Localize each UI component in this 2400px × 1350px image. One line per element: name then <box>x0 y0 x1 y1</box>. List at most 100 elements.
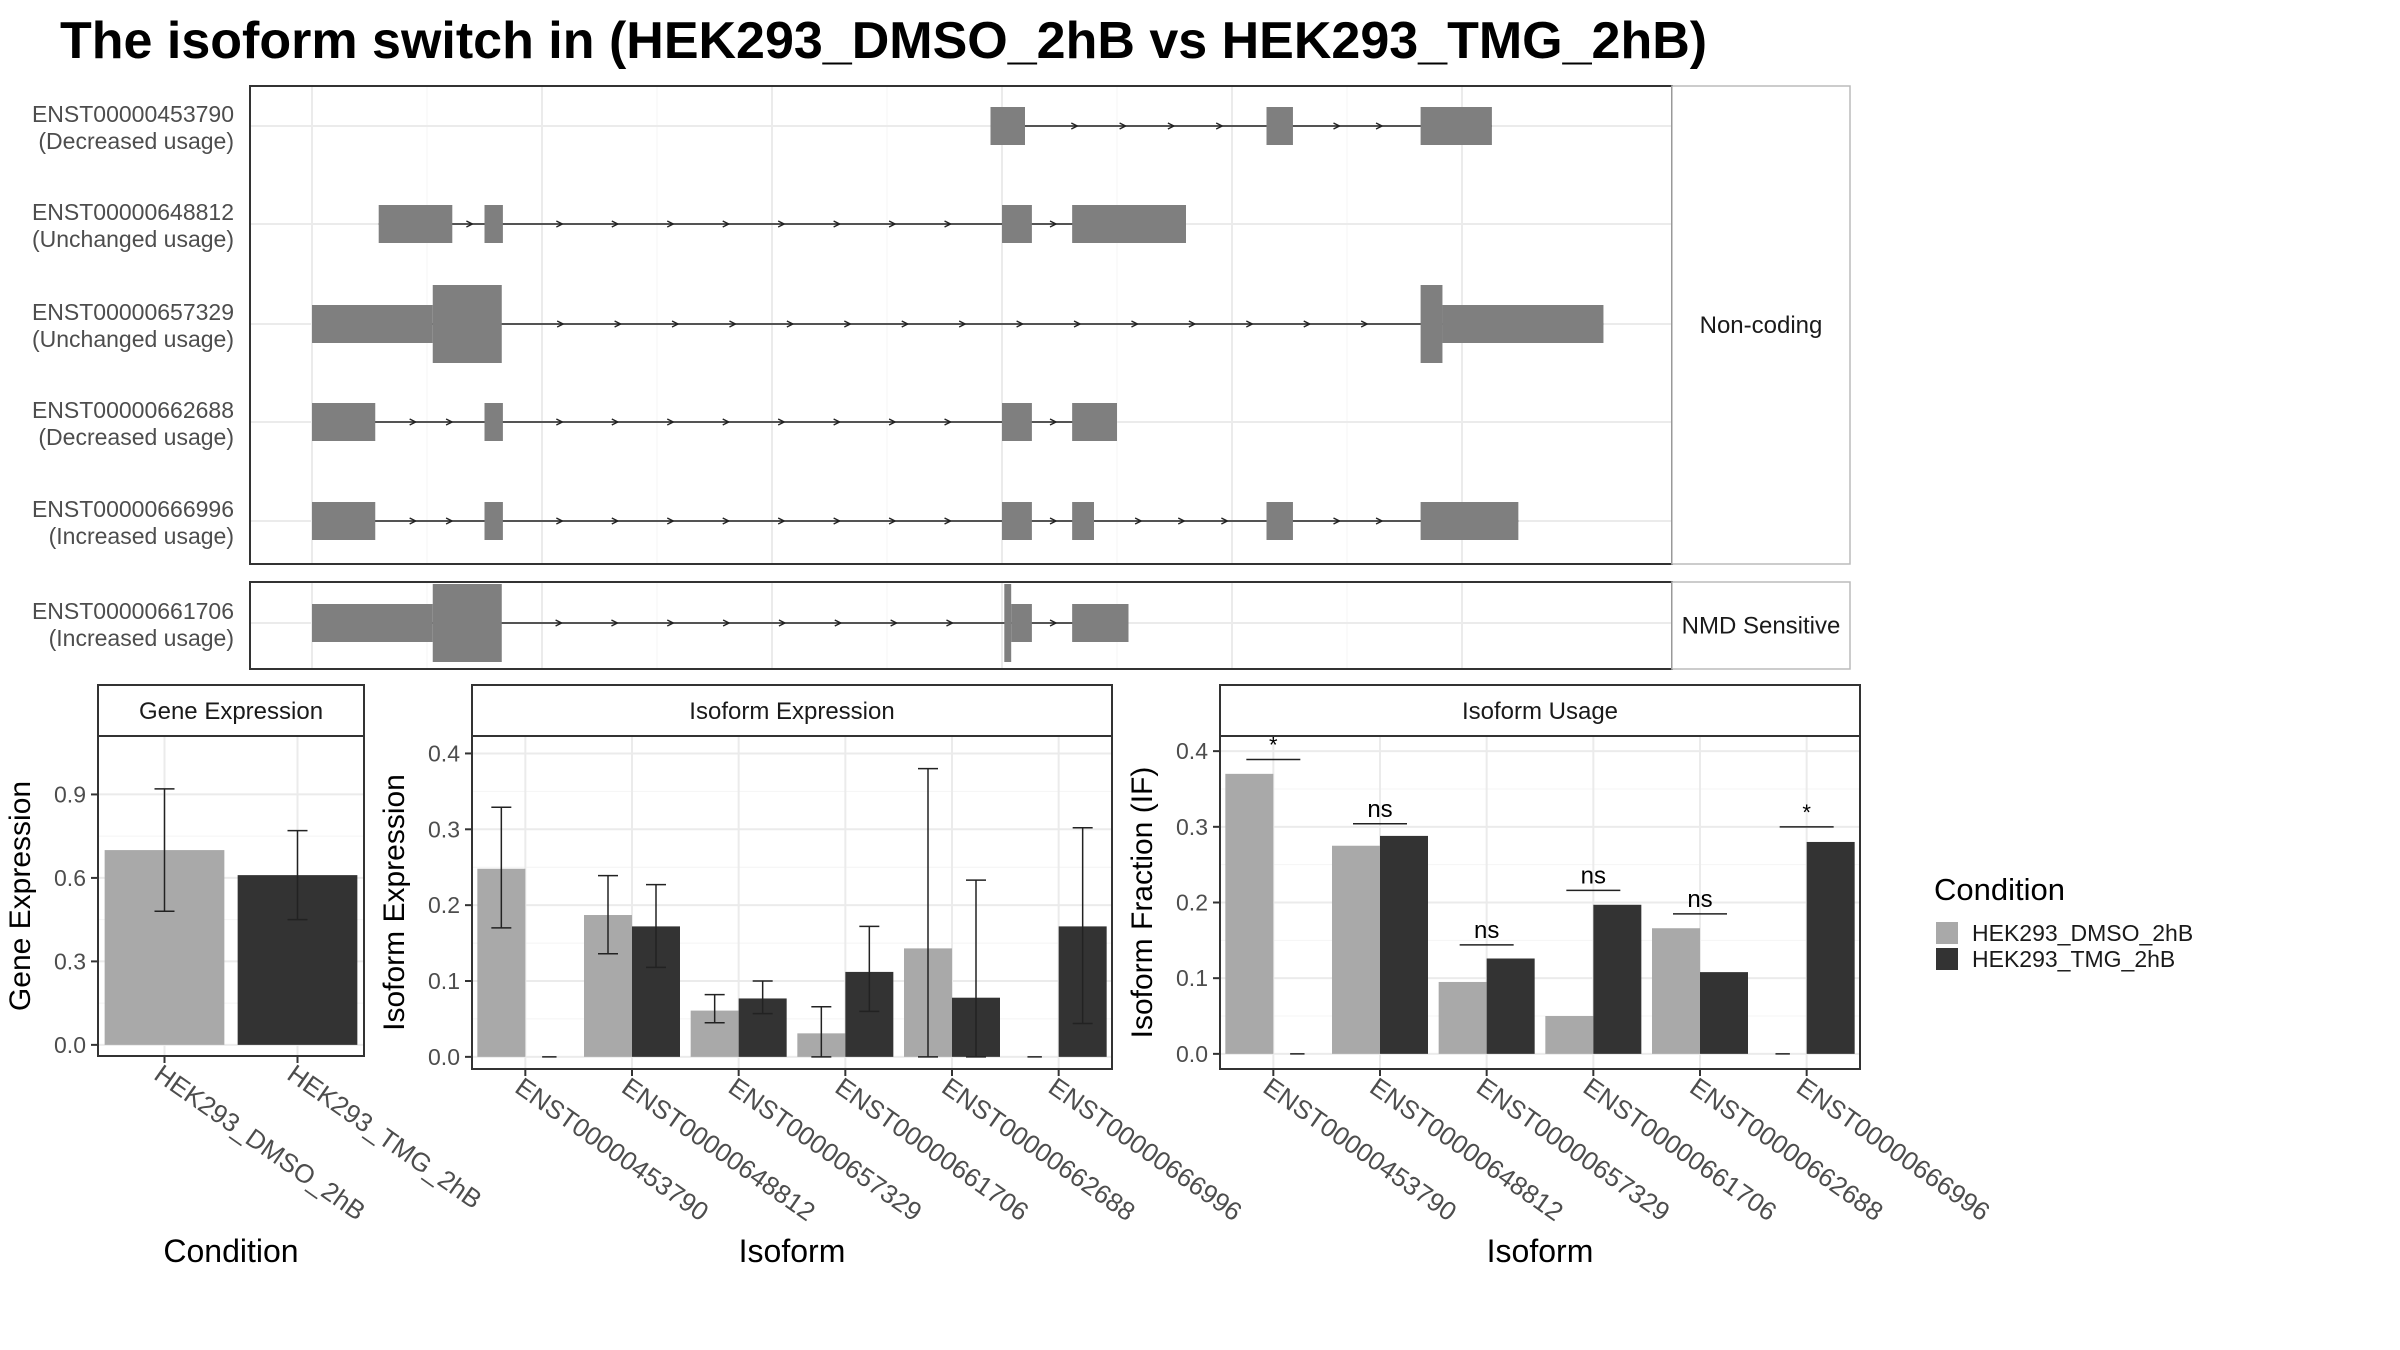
y-tick-label: 0.9 <box>54 781 86 807</box>
intron-direction-arrow <box>611 619 619 627</box>
y-tick-label: 0.1 <box>428 968 460 994</box>
intron-direction-arrow <box>1167 122 1176 130</box>
exon-block <box>1002 403 1032 441</box>
y-tick-label: 0.1 <box>1176 965 1208 991</box>
intron-direction-arrow <box>888 418 897 426</box>
exon-block <box>1420 107 1492 145</box>
exon-block <box>1002 205 1032 243</box>
intron-direction-arrow <box>833 418 842 426</box>
exon-block <box>1072 502 1094 540</box>
intron-direction-arrow <box>445 418 454 426</box>
panel-strip <box>471 684 1113 737</box>
legend-label: HEK293_TMG_2hB <box>1972 946 2175 972</box>
intron-direction-arrow <box>1360 320 1369 328</box>
bar <box>1225 773 1274 1054</box>
x-tick-label: ENST00000453790 <box>510 1071 714 1227</box>
bar <box>1486 958 1535 1054</box>
intron-direction-arrow <box>1333 122 1342 130</box>
intron-direction-arrow <box>778 619 787 627</box>
intron-direction-arrow <box>944 418 953 426</box>
intron-direction-arrow <box>722 220 731 228</box>
bar <box>1806 841 1855 1054</box>
intron-direction-arrow <box>944 517 953 525</box>
y-axis-title: Isoform Expression <box>378 774 411 1031</box>
significance-label: ns <box>1581 862 1606 889</box>
intron-direction-arrow <box>901 320 910 328</box>
exon-block <box>1072 403 1117 441</box>
exon-block <box>312 305 433 343</box>
y-tick-label: 0.3 <box>54 948 86 974</box>
exon-block <box>312 502 376 540</box>
intron-direction-arrow <box>833 517 842 525</box>
bar <box>1700 972 1748 1054</box>
transcript-id-label: ENST00000662688 <box>32 397 234 423</box>
significance-label: * <box>1269 732 1278 757</box>
intron-direction-arrow <box>777 418 786 426</box>
y-tick-label: 0.2 <box>428 892 460 918</box>
y-tick-label: 0.4 <box>1176 738 1208 764</box>
y-tick-label: 0.2 <box>1176 890 1208 916</box>
transcript-usage-label: (Unchanged usage) <box>32 226 234 252</box>
bar <box>1652 928 1700 1054</box>
panel-strip-title: Isoform Expression <box>689 698 894 725</box>
intron-direction-arrow <box>1049 418 1058 426</box>
exon-block <box>432 584 502 662</box>
x-axis-title: Isoform <box>1487 1233 1594 1269</box>
transcript-id-label: ENST00000657329 <box>32 299 234 325</box>
intron-direction-arrow <box>1070 122 1079 130</box>
figure-title: The isoform switch in (HEK293_DMSO_2hB v… <box>60 12 1707 70</box>
transcript-usage-label: (Increased usage) <box>49 523 234 549</box>
exon-block <box>484 502 503 540</box>
intron-direction-arrow <box>1333 517 1342 525</box>
panel-type-strip <box>1671 85 1851 565</box>
exon-block <box>312 604 433 642</box>
legend-title: Condition <box>1934 872 2065 907</box>
intron-direction-arrow <box>1016 320 1025 328</box>
intron-direction-arrow <box>1134 517 1143 525</box>
exon-block <box>1072 205 1186 243</box>
intron-direction-arrow <box>1119 122 1128 130</box>
panel-type-label: Non-coding <box>1700 312 1823 339</box>
exon-block <box>1266 502 1293 540</box>
exon-block <box>1004 584 1012 662</box>
panel-type-strip <box>1671 581 1851 670</box>
bar <box>1545 1016 1594 1054</box>
panel-strip-title: Isoform Usage <box>1462 698 1618 725</box>
x-tick-label: ENST00000657329 <box>723 1071 927 1227</box>
intron-direction-arrow <box>1177 517 1186 525</box>
exon-block <box>1420 285 1443 363</box>
y-tick-label: 0.3 <box>1176 814 1208 840</box>
bar-panel: Isoform Expression 0.0 0.1 0.2 0.3 0.4 ENST000… <box>378 684 1248 1269</box>
intron-direction-arrow <box>611 220 620 228</box>
x-tick-label: ENST00000666996 <box>1791 1071 1995 1227</box>
intron-direction-arrow <box>844 320 852 328</box>
exon-block <box>378 205 453 243</box>
significance-label: * <box>1802 800 1811 825</box>
transcript-usage-label: (Unchanged usage) <box>32 326 234 352</box>
x-tick-label: ENST00000657329 <box>1471 1071 1675 1227</box>
intron-direction-arrow <box>409 517 418 525</box>
intron-direction-arrow <box>1375 517 1384 525</box>
intron-direction-arrow <box>1246 320 1254 328</box>
intron-direction-arrow <box>1188 320 1197 328</box>
exon-block <box>990 107 1025 145</box>
intron-direction-arrow <box>777 220 786 228</box>
bar-panel: * ns ns ns ns * Isoform Usage 0.0 0.1 0.2 0.3 0.4 EN… <box>1126 684 1996 1269</box>
exon-block <box>1266 107 1293 145</box>
intron-direction-arrow <box>1303 320 1312 328</box>
intron-direction-arrow <box>556 320 565 328</box>
intron-direction-arrow <box>556 220 564 228</box>
transcript-id-label: ENST00000648812 <box>32 199 234 225</box>
intron-direction-arrow <box>445 517 454 525</box>
intron-direction-arrow <box>1049 220 1058 228</box>
significance-label: ns <box>1474 917 1499 944</box>
intron-direction-arrow <box>556 418 564 426</box>
y-axis-title: Isoform Fraction (IF) <box>1126 767 1159 1039</box>
intron-direction-arrow <box>1131 320 1140 328</box>
significance-label: ns <box>1687 886 1712 913</box>
transcript-usage-label: (Decreased usage) <box>38 128 234 154</box>
intron-direction-arrow <box>666 517 675 525</box>
legend-swatch <box>1936 922 1958 944</box>
intron-direction-arrow <box>834 619 843 627</box>
